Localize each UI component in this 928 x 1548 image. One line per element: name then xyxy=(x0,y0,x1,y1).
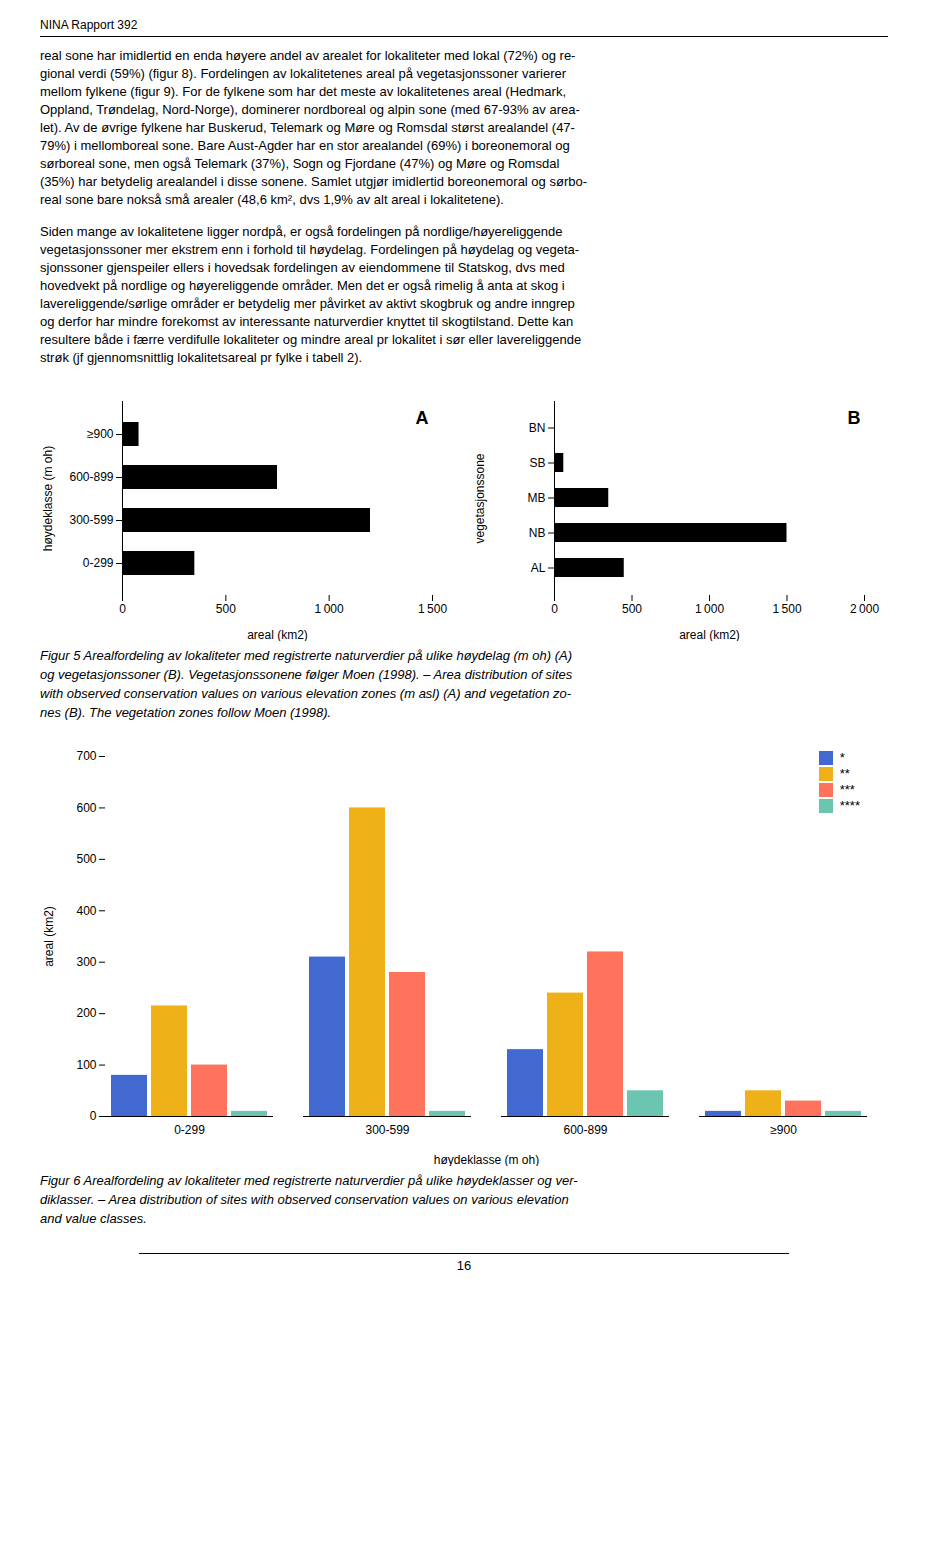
svg-text:AL: AL xyxy=(531,561,546,575)
svg-text:2 000: 2 000 xyxy=(850,602,879,616)
html-text:79%) i mellomboreal sone. Bare: 79%) i mellomboreal sone. Bare Aust-Agde… xyxy=(40,138,570,153)
html-text:(35%) har betydelig arealandel: (35%) har betydelig arealandel i disse s… xyxy=(40,174,587,189)
svg-text:400: 400 xyxy=(76,904,96,918)
svg-text:1 000: 1 000 xyxy=(695,602,724,616)
svg-text:500: 500 xyxy=(216,602,236,616)
svg-text:BN: BN xyxy=(529,421,546,435)
html-text:real sone har imidlertid en en: real sone har imidlertid en enda høyere … xyxy=(40,48,576,63)
html-text:lavereliggende/sørlige områder: lavereliggende/sørlige områder er betyde… xyxy=(40,296,575,311)
svg-text:SB: SB xyxy=(529,456,545,470)
svg-text:areal (km2): areal (km2) xyxy=(247,628,308,642)
html-text:​Figur 5​ ​Arealfordeling av l: ​Figur 5​ ​Arealfordeling av lokaliteter… xyxy=(40,648,573,720)
svg-text:høydeklasse (m oh): høydeklasse (m oh) xyxy=(434,1153,539,1167)
html-text:vegetasjonssoner mer ekstrem e: vegetasjonssoner mer ekstrem enn i forho… xyxy=(40,242,580,257)
svg-text:1 000: 1 000 xyxy=(315,602,344,616)
svg-text:600: 600 xyxy=(76,801,96,815)
svg-text:300-599: 300-599 xyxy=(365,1123,409,1137)
html-text:16: 16 xyxy=(456,1257,472,1273)
html-text:real sone bare nokså små areal: real sone bare nokså små arealer (48,6 k… xyxy=(40,192,504,207)
svg-text:høydeklasse (m oh): høydeklasse (m oh) xyxy=(41,446,55,551)
svg-text:vegetasjonssone: vegetasjonssone xyxy=(473,453,487,543)
svg-text:600-899: 600-899 xyxy=(563,1123,607,1137)
html-text:og derfor har mindre forekomst: og derfor har mindre forekomst av intere… xyxy=(40,314,574,329)
svg-text:500: 500 xyxy=(76,853,96,867)
svg-text:areal (km2): areal (km2) xyxy=(679,628,740,642)
html-text:strøk (jf gjennomsnittlig loka: strøk (jf gjennomsnittlig lokalitetsarea… xyxy=(40,350,363,365)
svg-text:300: 300 xyxy=(76,955,96,969)
html-text:let). Av de øvrige fylkene har: let). Av de øvrige fylkene har Buskerud,… xyxy=(40,120,575,135)
svg-text:A: A xyxy=(416,408,429,428)
svg-text:200: 200 xyxy=(76,1007,96,1021)
svg-text:1 500: 1 500 xyxy=(772,602,801,616)
svg-text:B: B xyxy=(848,408,861,428)
html-text:NINA Rapport 392: NINA Rapport 392 xyxy=(40,18,138,32)
svg-text:areal (km2): areal (km2) xyxy=(42,907,56,968)
svg-text:500: 500 xyxy=(622,602,642,616)
svg-text:0-299: 0-299 xyxy=(174,1123,205,1137)
html-text:gional verdi (59%) (​figur 8​): gional verdi (59%) (​figur 8​). Fordelin… xyxy=(40,66,567,81)
svg-text:100: 100 xyxy=(76,1058,96,1072)
html-text:Oppland, Trøndelag, Nord-Norge: Oppland, Trøndelag, Nord-Norge), dominer… xyxy=(40,102,580,117)
html-text:​Figur 6​ ​Arealfordeling av l: ​Figur 6​ ​Arealfordeling av lokaliteter… xyxy=(40,1173,578,1227)
svg-text:0: 0 xyxy=(551,602,558,616)
html-text:resultere både i færre verdifu: resultere både i færre verdifulle lokali… xyxy=(40,332,582,347)
html-text:hovedvekt på nordlige og høyer: hovedvekt på nordlige og høyereliggende … xyxy=(40,278,565,293)
svg-text:NB: NB xyxy=(529,526,546,540)
svg-text:≥900: ≥900 xyxy=(770,1123,797,1137)
html-text:sjonssoner gjenspeiler ellers: sjonssoner gjenspeiler ellers i hovedsak… xyxy=(40,260,565,275)
html-text:mellom fylkene (​figur 9​). Fo: mellom fylkene (​figur 9​). For de fylke… xyxy=(40,84,566,99)
svg-text:1 500: 1 500 xyxy=(418,602,447,616)
svg-text:0: 0 xyxy=(90,1110,97,1124)
html-text:sørboreal sone, men også Telem: sørboreal sone, men også Telemark (37%),… xyxy=(40,156,560,171)
svg-text:≥900: ≥900 xyxy=(87,427,114,441)
svg-text:MB: MB xyxy=(528,491,546,505)
svg-text:0-299: 0-299 xyxy=(83,556,114,570)
svg-text:600-899: 600-899 xyxy=(69,470,113,484)
html-text:Siden mange av lokalitetene li: Siden mange av lokalitetene ligger nordp… xyxy=(40,224,563,239)
svg-text:700: 700 xyxy=(76,750,96,764)
svg-text:300-599: 300-599 xyxy=(69,513,113,527)
svg-text:0: 0 xyxy=(119,602,126,616)
